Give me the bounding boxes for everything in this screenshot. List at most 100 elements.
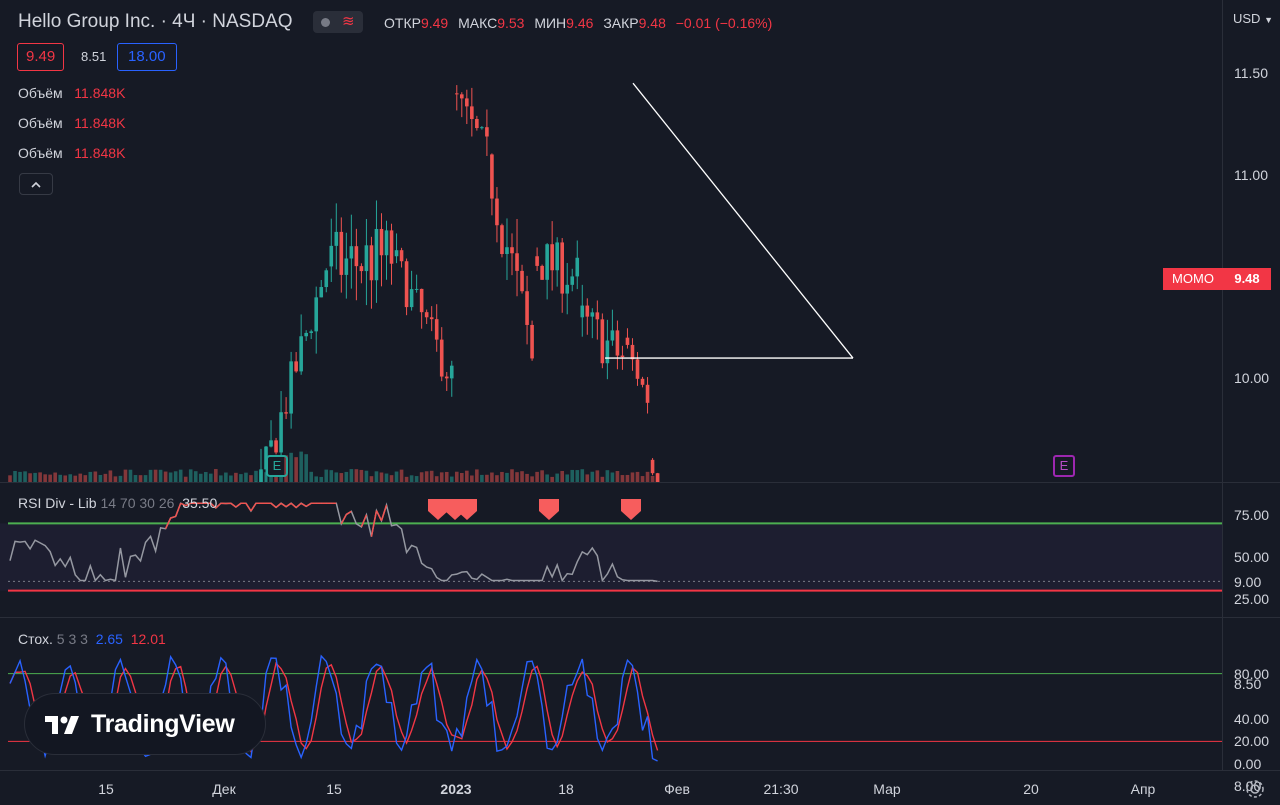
settings-button[interactable] <box>1244 778 1266 800</box>
volume-bar <box>586 474 590 482</box>
candle-body <box>465 98 469 106</box>
time-tick-label: 21:30 <box>763 781 798 797</box>
rsi-divergence-marker <box>621 499 641 520</box>
candle-body <box>591 312 595 316</box>
earnings-marker-1[interactable]: E <box>266 455 288 477</box>
candle-body <box>440 340 444 377</box>
rsi-tick-label: 50.00 <box>1234 549 1269 565</box>
candle-body <box>274 440 278 452</box>
time-axis[interactable] <box>0 770 1280 804</box>
rsi-overbought-segment <box>171 516 176 518</box>
volume-bar <box>134 475 138 482</box>
volume-bar <box>164 472 168 482</box>
volume-bar <box>234 473 238 482</box>
candle-body <box>560 242 564 293</box>
volume-bar <box>465 471 469 482</box>
candle-body <box>445 377 449 379</box>
wave-icon: ≋ <box>342 12 355 30</box>
candle-body <box>350 246 354 258</box>
time-tick-label: Дек <box>212 781 235 797</box>
time-tick-label: 20 <box>1023 781 1039 797</box>
candle-body <box>304 333 308 336</box>
volume-bar <box>490 473 494 482</box>
candle-body <box>601 319 605 363</box>
candle-body <box>540 266 544 280</box>
rsi-overbought-segment <box>231 503 236 507</box>
volume-bar <box>144 475 148 482</box>
candle-body <box>505 247 509 254</box>
volume-bar <box>169 472 173 482</box>
volume-bar <box>219 475 223 482</box>
change-readout: −0.01 (−0.16%) <box>676 15 773 31</box>
volume-bar <box>294 457 298 482</box>
candle-body <box>284 412 288 413</box>
volume-bar <box>540 470 544 482</box>
volume-bar <box>580 469 584 482</box>
rsi-overbought-segment <box>291 503 296 507</box>
candle-body <box>395 250 399 256</box>
volume-bar <box>636 472 640 482</box>
volume-bar <box>365 471 369 482</box>
volume-bar <box>500 472 504 482</box>
volume-bar <box>304 454 308 482</box>
candle-body <box>500 225 504 254</box>
spread-value: 8.51 <box>81 49 106 64</box>
candle-body <box>606 341 610 364</box>
volume-bar <box>410 475 414 482</box>
candle-body <box>435 319 439 339</box>
candle-body <box>570 276 574 284</box>
volume-bar <box>209 474 213 482</box>
volume-bar <box>430 471 434 482</box>
currency-selector[interactable]: USD ▼ <box>1233 11 1273 26</box>
rsi-overbought-segment <box>246 503 251 511</box>
rsi-overbought-segment <box>271 503 276 507</box>
volume-bar <box>455 472 459 482</box>
candle-body <box>525 291 529 325</box>
candle-body <box>370 245 374 280</box>
volume-bar <box>360 470 364 482</box>
volume-bar <box>616 471 620 482</box>
time-tick-label: 2023 <box>440 781 471 797</box>
volume-bar <box>495 475 499 482</box>
stoch-legend[interactable]: Стох. 5 3 3 2.65 12.01 <box>18 631 166 647</box>
volume-bar <box>355 469 359 482</box>
volume-bar <box>254 471 258 482</box>
chart-type-toggle[interactable]: ≋ <box>313 11 363 33</box>
rsi-legend[interactable]: RSI Div - Lib 14 70 30 26 35.50 <box>18 495 217 511</box>
earnings-marker-2[interactable]: E <box>1053 455 1075 477</box>
volume-bar <box>38 472 42 482</box>
candle-body <box>309 331 313 333</box>
sell-button[interactable]: 9.49 <box>17 43 64 71</box>
rsi-overbought-segment <box>281 503 286 506</box>
candle-body <box>460 94 464 98</box>
volume-bar <box>656 474 660 482</box>
tradingview-logo[interactable]: TradingView <box>24 693 266 755</box>
collapse-legend-button[interactable] <box>19 173 53 195</box>
volume-bar <box>475 469 479 482</box>
volume-bar <box>174 471 178 482</box>
symbol-title[interactable]: Hello Group Inc. · 4Ч · NASDAQ <box>18 11 293 33</box>
volume-bar <box>109 470 113 482</box>
volume-bar <box>194 471 198 482</box>
price-pane[interactable] <box>0 0 1222 482</box>
candle-body <box>375 229 379 280</box>
volume-bar <box>611 473 615 482</box>
candle-body <box>596 312 600 319</box>
candlestick-chart[interactable] <box>0 0 1222 482</box>
volume-bar <box>154 470 158 482</box>
volume-legend-3[interactable]: Объём 11.848K <box>18 145 125 161</box>
volume-bar <box>440 472 444 482</box>
candle-body <box>420 289 424 312</box>
volume-legend-1[interactable]: Объём 11.848K <box>18 85 125 101</box>
rsi-divergence-marker <box>539 499 559 520</box>
candle-body <box>565 285 569 294</box>
time-tick-label: 18 <box>558 781 574 797</box>
chevron-up-icon <box>20 174 52 194</box>
candle-body <box>410 289 414 307</box>
candle-body <box>485 127 489 136</box>
volume-legend-2[interactable]: Объём 11.848K <box>18 115 125 131</box>
volume-bar <box>249 475 253 482</box>
volume-bar <box>324 470 328 482</box>
rsi-band <box>0 523 1222 590</box>
buy-button[interactable]: 18.00 <box>117 43 177 71</box>
